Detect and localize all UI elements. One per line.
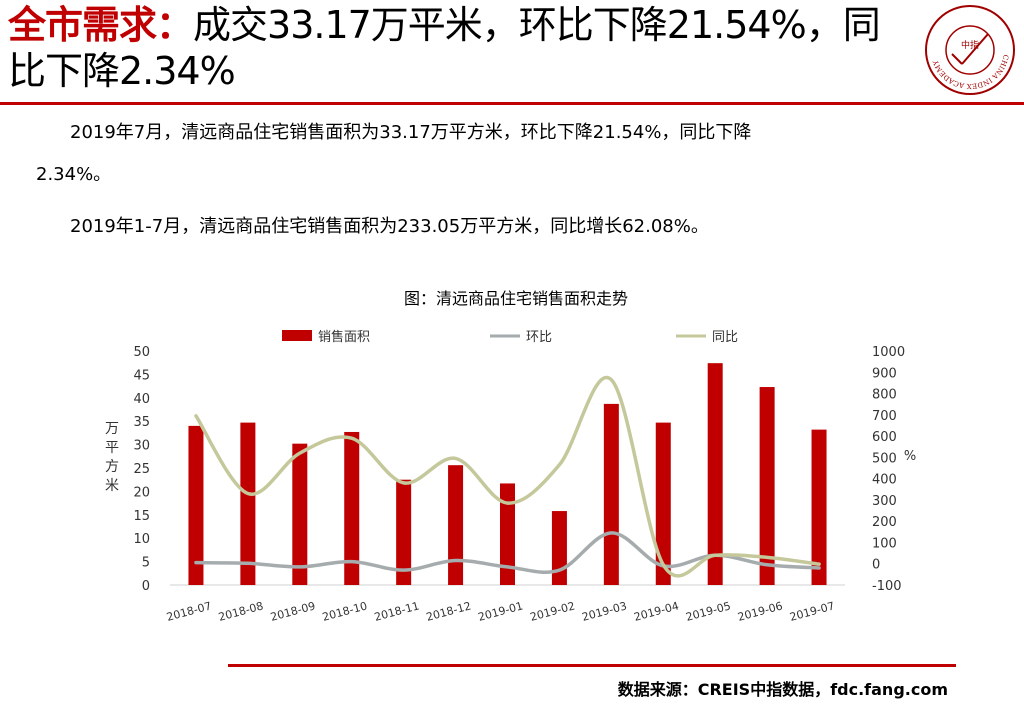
bar [551,511,567,585]
bar [240,422,256,585]
left-tick-label: 25 [133,462,150,477]
left-axis-label-char: 米 [105,478,119,494]
right-tick-label: 500 [872,451,897,466]
bar [292,443,308,585]
left-tick-label: 20 [133,485,150,500]
bar [603,403,619,585]
x-axis-labels: 2018-07 2018-08 2018-09 2018-10 2018-11 2018-… [165,599,836,623]
bar [188,425,204,585]
right-tick-label: 300 [872,494,897,509]
left-tick-label: 40 [133,392,150,407]
data-source: 数据来源：CREIS中指数据，fdc.fang.com [617,680,948,699]
x-tick-label: 2018-10 [321,599,369,623]
right-tick-label: 200 [872,515,897,530]
left-axis: 0 5 10 15 20 25 30 35 40 45 50 万平方米 [105,345,845,594]
bar [344,431,360,585]
left-tick-label: 35 [133,415,150,430]
header-divider [0,102,1024,105]
right-tick-label: 100 [872,536,897,551]
right-tick-label: 0 [872,558,880,573]
bar [500,483,515,585]
legend-label: 同比 [712,330,738,345]
x-tick-label: 2018-09 [269,599,317,623]
x-tick-label: 2019-05 [684,599,732,623]
right-tick-label: -100 [872,579,902,594]
headline-accent: 全市需求： [8,3,194,47]
left-axis-label-char: 方 [105,459,119,475]
legend-label: 销售面积 [318,329,370,345]
footer-divider [228,664,956,667]
bar [811,429,827,585]
left-tick-label: 50 [133,345,150,360]
bar [448,465,464,585]
right-tick-label: 1000 [872,345,905,360]
x-tick-label: 2019-04 [632,599,680,623]
legend-swatch [282,330,312,341]
bar [759,387,775,585]
chart-legend: 销售面积 环比 同比 [282,329,738,345]
left-tick-label: 0 [142,579,150,594]
x-tick-label: 2018-11 [373,599,421,623]
x-tick-label: 2018-08 [217,599,265,623]
x-tick-label: 2019-07 [788,599,836,623]
x-tick-label: 2019-01 [477,599,525,623]
paragraph-1-line-2: 2.34%。 [36,164,112,185]
x-tick-label: 2018-07 [165,599,213,623]
bar [707,363,723,585]
chart-title: 图：清远商品住宅销售面积走势 [404,289,628,308]
line-series [194,375,821,578]
x-tick-label: 2019-06 [736,599,784,623]
china-index-academy-logo: 中指 CHINA INDEX ACADEMY [925,5,1015,95]
headline: 全市需求：成交33.17万平米，环比下降21.54%，同比下降2.34% [8,2,908,94]
x-tick-label: 2019-02 [529,599,577,623]
bar [655,422,671,585]
left-axis-label-char: 平 [105,440,119,456]
left-tick-label: 45 [133,368,150,383]
left-axis-label-char: 万 [105,421,119,437]
left-tick-label: 15 [133,509,150,524]
right-tick-label: 600 [872,430,897,445]
line-同比 [194,375,821,578]
right-tick-label: 700 [872,409,897,424]
bar [396,479,412,585]
legend-label: 环比 [526,330,552,345]
right-tick-label: 400 [872,473,897,488]
right-tick-label: 900 [872,366,897,381]
logo-center-text: 中指 [961,39,979,51]
left-tick-label: 10 [133,532,150,547]
x-tick-label: 2019-03 [581,599,629,623]
paragraph-1-line-1: 2019年7月，清远商品住宅销售面积为33.17万平方米，环比下降21.54%，… [70,122,752,143]
left-tick-label: 30 [133,439,150,454]
left-tick-label: 5 [142,556,150,571]
right-axis: -100 0 100 200 300 400 500 600 700 800 900 1000% [872,345,916,594]
x-tick-label: 2018-12 [425,599,473,623]
paragraph-2: 2019年1-7月，清远商品住宅销售面积为233.05万平方米，同比增长62.0… [70,216,709,237]
sales-area-chart: 图：清远商品住宅销售面积走势 销售面积 环比 同比 0 5 10 15 20 25 30 35 40… [105,289,916,624]
right-tick-label: 800 [872,388,897,403]
headline-text: 成交33.17万平米，环比下降21.54%，同比下降2.34% [8,3,881,93]
bar-series [188,363,827,585]
right-axis-label: % [904,449,916,464]
